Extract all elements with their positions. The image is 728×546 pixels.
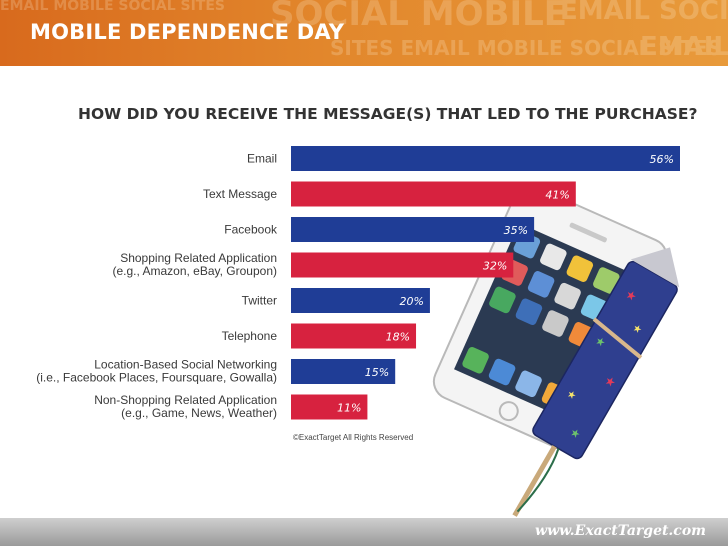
category-label: Non-Shopping Related Application [94,393,277,407]
category-label: (e.g., Game, News, Weather) [121,406,277,420]
category-label: Email [247,152,277,166]
bar-value-label: 11% [337,402,361,415]
bar-value-label: 18% [386,331,410,344]
category-label: Facebook [224,223,278,237]
bar-value-label: 35% [504,224,528,237]
watermark-text: EMAIL [640,32,728,62]
bar-1 [291,181,576,207]
bar-chart: ★ ★ ★ ★ ★ ★ HOW DID YOU RECEIVE THE MESS… [36,105,698,517]
bars-group: 56% Email 41% Text Message 35% Facebook 32% Sho… [36,146,680,420]
header-banner: EMAIL MOBILE SOCIAL SITES SOCIAL MOBILE … [0,0,728,66]
category-label: Shopping Related Application [120,251,277,265]
bar-3 [291,252,514,278]
category-label: (i.e., Facebook Places, Foursquare, Gowa… [36,371,277,385]
bar-6 [291,359,396,384]
watermark-text: EMAIL MOBILE SOCIAL SITES [0,0,225,14]
category-label: Text Message [203,187,277,201]
watermark-text: SITES EMAIL MOBILE SOCIAL SITES [330,36,722,60]
category-label: Telephone [222,329,278,343]
bar-value-label: 15% [365,366,389,379]
category-label: Location-Based Social Networking [94,358,277,372]
bar-value-label: 56% [650,153,674,166]
slide-title: MOBILE DEPENDENCE DAY [30,20,345,44]
copyright-text: ©ExactTarget All Rights Reserved [293,433,413,442]
bar-value-label: 20% [399,295,423,308]
footer-url-link[interactable]: www.ExactTarget.com [535,523,706,539]
banner-watermark: EMAIL MOBILE SOCIAL SITES SOCIAL MOBILE … [0,0,728,66]
watermark-text: SOCIAL MOBILE [270,0,568,34]
bar-value-label: 41% [545,189,569,202]
phone-firework-illustration: ★ ★ ★ ★ ★ ★ [432,185,680,517]
bar-2 [291,217,535,242]
watermark-text: EMAIL SOCIAL [560,0,728,26]
bar-value-label: 32% [483,260,507,273]
category-label: Twitter [242,294,277,308]
category-label: (e.g., Amazon, eBay, Groupon) [112,264,277,278]
chart-title: HOW DID YOU RECEIVE THE MESSAGE(S) THAT … [78,105,698,123]
bar-4 [291,288,430,313]
firework-rocket-image: ★ ★ ★ ★ ★ ★ [512,247,680,517]
bar-0 [291,146,680,171]
bar-5 [291,323,417,349]
footer-bar: www.ExactTarget.com [0,518,728,546]
bar-7 [291,394,368,420]
